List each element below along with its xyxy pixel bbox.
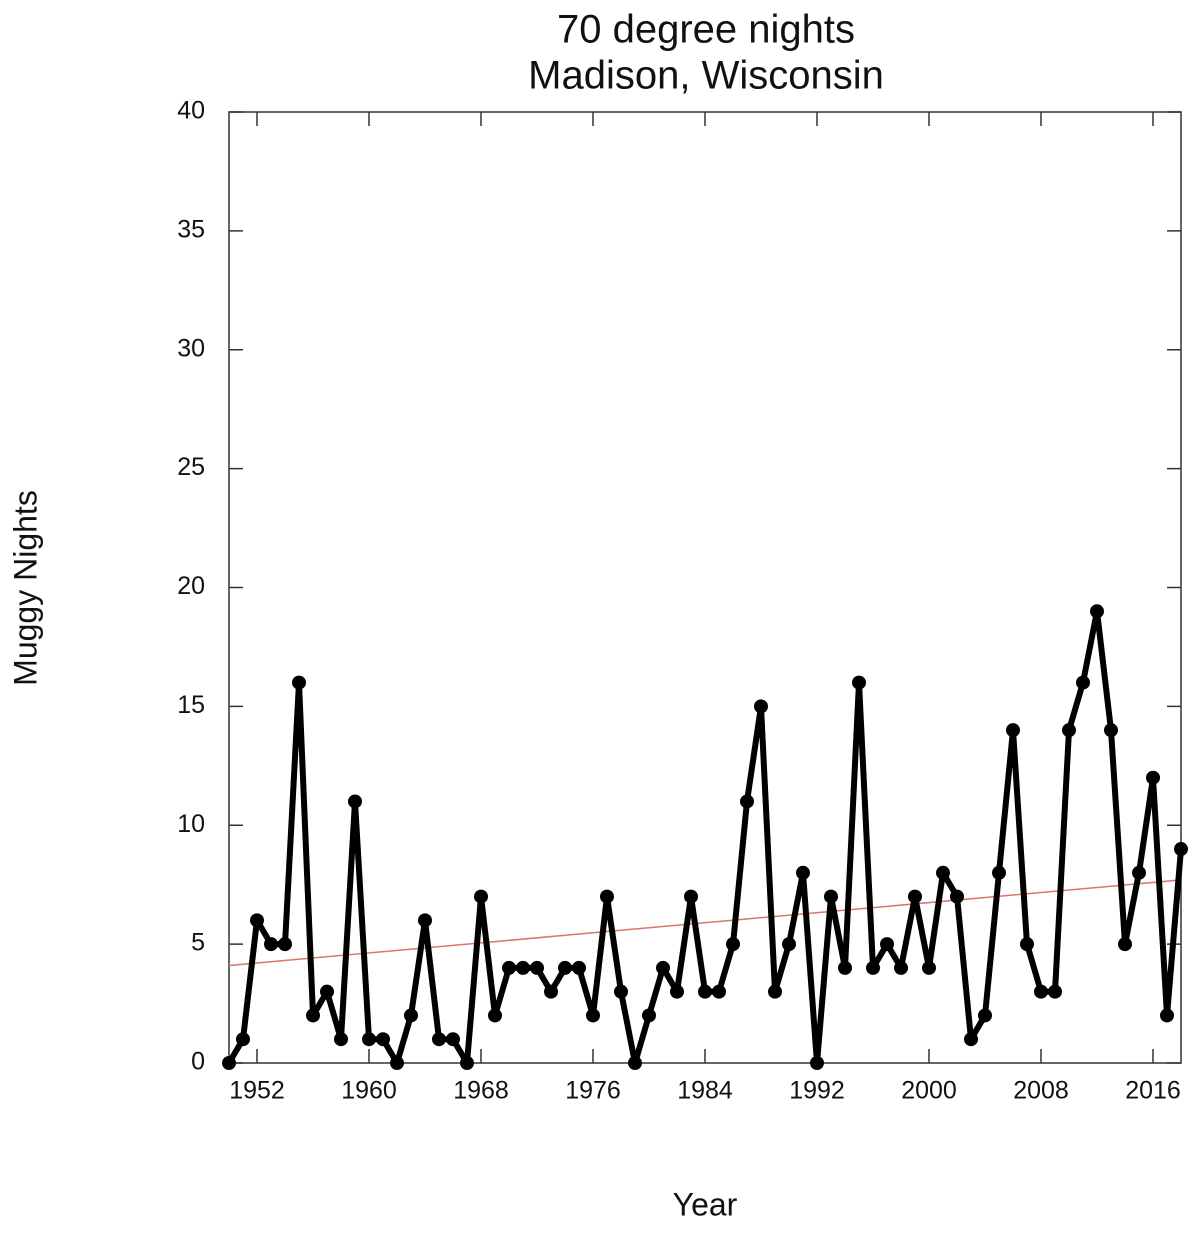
data-point (530, 960, 544, 975)
data-point (1174, 842, 1188, 857)
data-point (278, 937, 292, 952)
data-point (712, 984, 726, 999)
data-point (824, 889, 838, 904)
data-point (404, 1008, 418, 1023)
data-point (600, 889, 614, 904)
data-point (1006, 723, 1020, 738)
data-point (852, 675, 866, 690)
data-point (1076, 675, 1090, 690)
data-point (1034, 984, 1048, 999)
data-point (362, 1032, 376, 1047)
data-point (460, 1056, 474, 1070)
y-tick-label: 15 (177, 691, 205, 719)
data-point (950, 889, 964, 904)
data-point (488, 1008, 502, 1023)
x-axis-label: Year (673, 1186, 738, 1222)
x-tick-label: 1992 (789, 1077, 845, 1105)
data-point (348, 794, 362, 809)
data-point (572, 960, 586, 975)
data-point (250, 913, 264, 928)
data-point (236, 1032, 250, 1047)
data-point (1048, 984, 1062, 999)
data-point (978, 1008, 992, 1023)
data-point (1090, 604, 1104, 619)
data-point (740, 794, 754, 809)
data-point (264, 937, 278, 952)
data-point (390, 1056, 404, 1070)
data-point (432, 1032, 446, 1047)
data-point (1020, 937, 1034, 952)
data-point (642, 1008, 656, 1023)
data-point (1104, 723, 1118, 738)
y-tick-label: 35 (177, 215, 205, 243)
data-point (306, 1008, 320, 1023)
data-point (544, 984, 558, 999)
data-point (936, 865, 950, 880)
data-point (502, 960, 516, 975)
data-point (698, 984, 712, 999)
x-tick-label: 1960 (341, 1077, 397, 1105)
x-tick-label: 2000 (901, 1077, 957, 1105)
data-point (880, 937, 894, 952)
data-point (446, 1032, 460, 1047)
data-point (614, 984, 628, 999)
data-point (334, 1032, 348, 1047)
data-point (1062, 723, 1076, 738)
y-tick-label: 10 (177, 810, 205, 838)
x-tick-label: 1984 (677, 1077, 733, 1105)
x-tick-label: 2016 (1125, 1077, 1181, 1105)
data-point (1118, 937, 1132, 952)
x-tick-label: 2008 (1013, 1077, 1069, 1105)
data-point (376, 1032, 390, 1047)
data-point (1160, 1008, 1174, 1023)
data-point (964, 1032, 978, 1047)
data-point (992, 865, 1006, 880)
data-point (320, 984, 334, 999)
data-point (894, 960, 908, 975)
data-point (1146, 770, 1160, 785)
x-tick-label: 1952 (229, 1077, 285, 1105)
chart-title: 70 degree nights (557, 8, 855, 52)
trend-line (228, 879, 1182, 967)
data-point (656, 960, 670, 975)
data-point (768, 984, 782, 999)
data-point (908, 889, 922, 904)
data-point (754, 699, 768, 714)
data-point (670, 984, 684, 999)
data-point (1132, 865, 1146, 880)
y-tick-label: 30 (177, 334, 205, 362)
data-point (628, 1056, 642, 1070)
data-point (684, 889, 698, 904)
data-point (222, 1056, 236, 1070)
y-tick-label: 20 (177, 572, 205, 600)
x-tick-label: 1976 (565, 1077, 621, 1105)
plot-frame (228, 111, 1182, 1064)
y-tick-label: 0 (191, 1048, 205, 1076)
data-point (558, 960, 572, 975)
data-point (292, 675, 306, 690)
y-tick-label: 40 (177, 97, 205, 125)
data-point (418, 913, 432, 928)
data-point (474, 889, 488, 904)
data-point (782, 937, 796, 952)
data-point (866, 960, 880, 975)
data-point (516, 960, 530, 975)
data-point (726, 937, 740, 952)
y-tick-label: 5 (191, 929, 205, 957)
x-tick-label: 1968 (453, 1077, 509, 1105)
data-point (586, 1008, 600, 1023)
y-tick-label: 25 (177, 453, 205, 481)
chart-subtitle: Madison, Wisconsin (528, 54, 884, 98)
data-point (796, 865, 810, 880)
y-axis-label: Muggy Nights (7, 490, 43, 686)
data-point (922, 960, 936, 975)
data-point (838, 960, 852, 975)
data-point (810, 1056, 824, 1070)
